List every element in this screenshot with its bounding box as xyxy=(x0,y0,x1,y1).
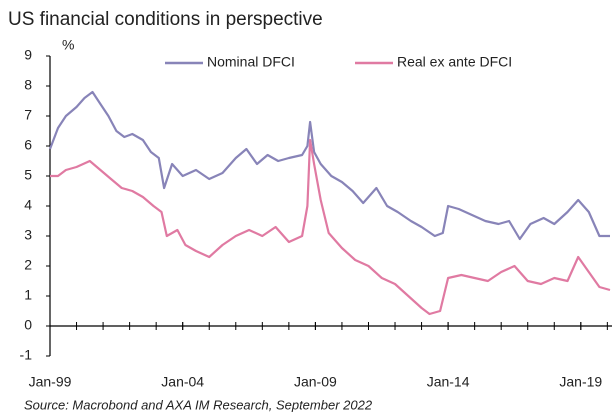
y-tick-label: 0 xyxy=(24,317,32,333)
chart-title: US financial conditions in perspective xyxy=(8,9,323,30)
y-unit: % xyxy=(62,37,74,53)
x-tick-label: Jan-19 xyxy=(559,374,602,390)
y-tick-label: -1 xyxy=(20,347,33,363)
y-tick-label: 1 xyxy=(24,287,32,303)
y-tick-label: 5 xyxy=(24,167,32,183)
y-tick-label: 6 xyxy=(24,137,32,153)
source: Source: Macrobond and AXA IM Research, S… xyxy=(24,397,373,412)
x-tick-label: Jan-14 xyxy=(427,374,470,390)
y-tick-label: 7 xyxy=(24,107,32,123)
legend-label: Real ex ante DFCI xyxy=(397,54,512,70)
x-tick-label: Jan-09 xyxy=(294,374,337,390)
y-tick-label: 3 xyxy=(24,227,32,243)
series-line xyxy=(50,138,611,316)
series-line xyxy=(48,90,610,241)
y-tick-label: 9 xyxy=(24,47,32,63)
x-tick-label: Jan-04 xyxy=(161,374,204,390)
x-tick-label: Jan-99 xyxy=(29,374,72,390)
y-tick-label: 8 xyxy=(24,77,32,93)
legend-label: Nominal DFCI xyxy=(207,54,295,70)
y-tick-label: 2 xyxy=(24,257,32,273)
y-tick-label: 4 xyxy=(24,197,32,213)
